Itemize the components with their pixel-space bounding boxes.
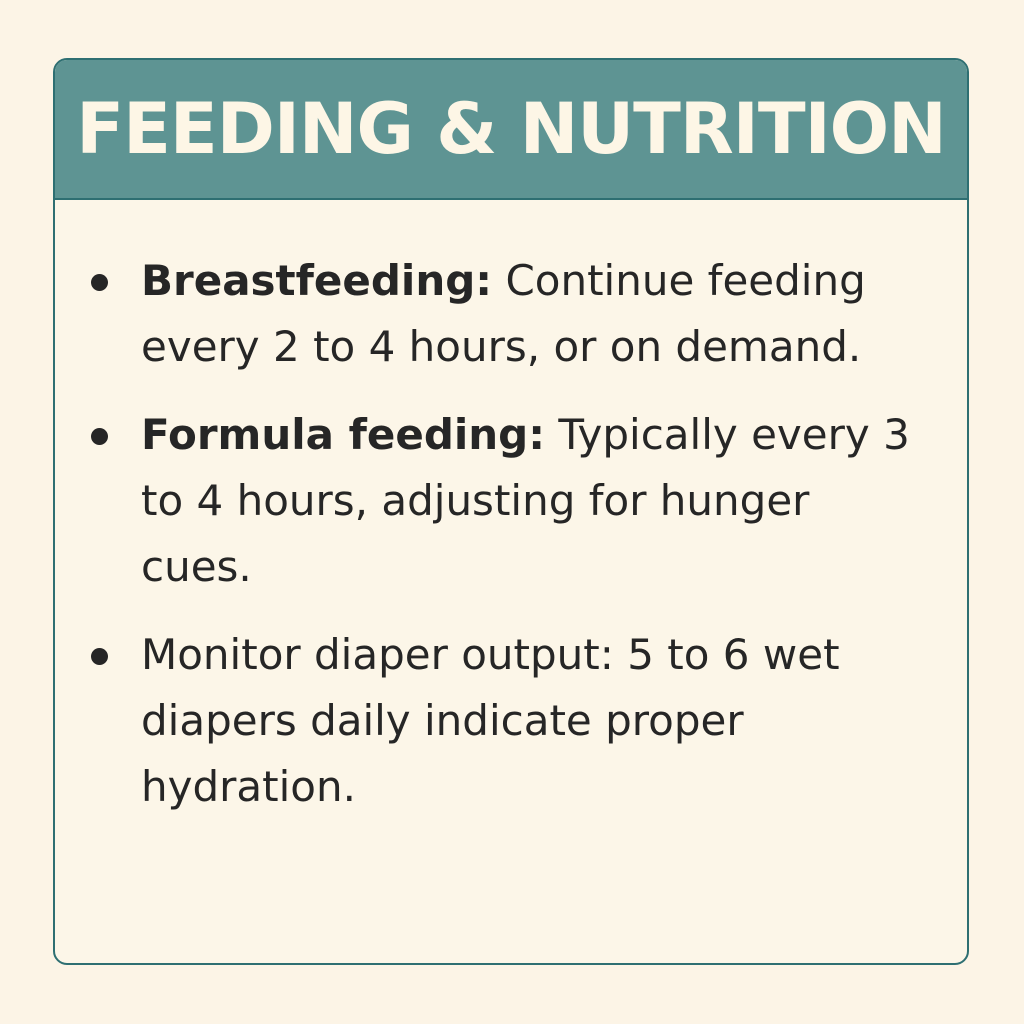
item-text: Continue feeding every 2 to 4 hours, or … (141, 256, 866, 371)
bullet-icon (91, 648, 108, 665)
item-lead: Formula feeding: (141, 410, 546, 459)
list-item-formula-feeding: Formula feeding: Typically every 3 to 4 … (91, 402, 931, 600)
bullet-icon (91, 428, 108, 445)
bullet-list: Breastfeeding: Continue feeding every 2 … (91, 248, 931, 820)
bullet-icon (91, 274, 108, 291)
info-card: FEEDING & NUTRITION Breastfeeding: Conti… (53, 58, 969, 965)
item-lead: Breastfeeding: (141, 256, 493, 305)
card-header: FEEDING & NUTRITION (55, 60, 967, 200)
item-text: Typically every 3 to 4 hours, adjusting … (141, 410, 910, 591)
list-item-breastfeeding: Breastfeeding: Continue feeding every 2 … (91, 248, 931, 380)
card-title: FEEDING & NUTRITION (76, 88, 946, 170)
item-text: Monitor diaper output: 5 to 6 wet diaper… (141, 630, 840, 811)
list-item-diaper-output: Monitor diaper output: 5 to 6 wet diaper… (91, 622, 931, 820)
